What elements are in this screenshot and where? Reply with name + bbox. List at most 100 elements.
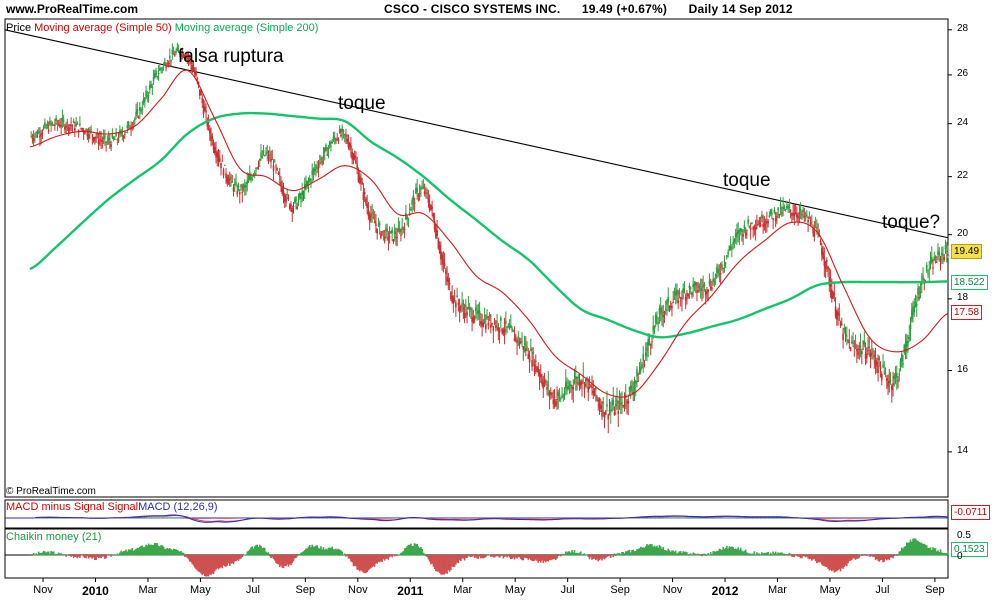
- chaikin-bar: [668, 550, 671, 556]
- chaikin-bar: [353, 555, 356, 566]
- macd-histogram-bar: [204, 518, 207, 519]
- candle-body: [278, 175, 281, 177]
- candle-body: [187, 56, 190, 59]
- chaikin-bar: [902, 548, 904, 556]
- candle-body: [250, 176, 252, 180]
- chaikin-bar: [257, 547, 260, 556]
- chaikin-bar: [152, 544, 155, 556]
- chaikin-bar: [357, 555, 360, 570]
- chaikin-bar: [422, 552, 425, 556]
- legend-ma200[interactable]: Moving average (Simple 200): [174, 22, 319, 34]
- chaikin-bar: [247, 550, 250, 556]
- chaikin-bar: [405, 547, 407, 556]
- macd-histogram-bar: [152, 517, 155, 519]
- y-tick-label: 22: [957, 169, 969, 181]
- candle-body: [275, 166, 277, 168]
- macd-histogram-bar: [175, 517, 178, 519]
- candle-body: [864, 353, 867, 359]
- candle-body: [756, 224, 758, 226]
- candle-body: [268, 154, 271, 156]
- candle-body: [177, 49, 180, 52]
- chaikin-bar: [791, 555, 793, 557]
- chaikin-bar: [40, 552, 42, 556]
- candle-body: [257, 166, 260, 168]
- x-tick-label: May: [504, 584, 526, 596]
- trendline: [4, 29, 949, 239]
- candle-body: [787, 207, 789, 209]
- chaikin-bar: [813, 555, 816, 560]
- chaikin-bar: [119, 552, 121, 556]
- chaikin-bar: [315, 545, 317, 556]
- macd-histogram-bar: [411, 517, 414, 519]
- chaikin-bar: [435, 555, 437, 572]
- chaikin-bar: [723, 548, 726, 556]
- chaikin-bar: [814, 555, 817, 562]
- chaikin-bar: [608, 555, 611, 557]
- chaikin-bar: [925, 545, 928, 556]
- chaikin-bar: [571, 549, 573, 556]
- chaikin-bar: [930, 549, 933, 556]
- chaikin-bar: [687, 554, 689, 556]
- candle-body: [807, 219, 809, 223]
- chaikin-tick-high: 0.5: [957, 530, 971, 541]
- macd-histogram-bar: [47, 517, 50, 519]
- chaikin-bar: [947, 551, 949, 556]
- candle-body: [101, 140, 104, 143]
- chaikin-legend[interactable]: Chaikin money (21): [6, 531, 102, 543]
- chaikin-bar: [708, 554, 711, 556]
- chaikin-bar: [561, 553, 563, 556]
- chaikin-bar: [933, 548, 936, 556]
- legend-ma50[interactable]: Moving average (Simple 50): [34, 22, 172, 34]
- candle-body: [258, 159, 261, 162]
- candle-body: [298, 193, 301, 198]
- chaikin-bar: [923, 543, 926, 556]
- chaikin-bar: [849, 555, 852, 561]
- macd-histogram-bar: [548, 518, 551, 519]
- chaikin-bar: [253, 546, 256, 556]
- chaikin-bar: [467, 555, 470, 557]
- macd-histogram-bar: [532, 518, 535, 519]
- macd-histogram-bar: [821, 518, 824, 519]
- chaikin-bar: [657, 547, 660, 556]
- chaikin-bar: [59, 553, 61, 556]
- chaikin-bar: [602, 555, 605, 559]
- chaikin-bar: [358, 555, 361, 572]
- chaikin-bar: [754, 554, 757, 556]
- candle-body: [151, 86, 154, 88]
- macd-legend[interactable]: MACD minus Signal SignalMACD (12,26,9): [6, 501, 218, 513]
- candle-body: [568, 387, 571, 389]
- chaikin-bar: [480, 555, 482, 559]
- candle-body: [37, 131, 40, 133]
- chaikin-bar: [883, 555, 886, 562]
- chaikin-bar: [505, 555, 507, 557]
- chaikin-bar: [170, 549, 172, 556]
- macd-histogram-bar: [855, 518, 858, 519]
- candle-body: [902, 363, 904, 365]
- macd-histogram-bar: [181, 517, 184, 519]
- chaikin-bar: [380, 555, 382, 562]
- candle-body: [573, 381, 576, 383]
- x-tick-label: Sep: [925, 584, 945, 596]
- chaikin-bar: [91, 555, 94, 559]
- chaikin-bar: [375, 555, 377, 564]
- chaikin-bar: [559, 555, 562, 557]
- chaikin-bar: [49, 553, 51, 556]
- candle-body: [64, 126, 66, 130]
- macd-histogram-bar: [679, 517, 682, 519]
- chaikin-bar: [266, 552, 269, 556]
- candle-body: [448, 283, 451, 285]
- chaikin-bar: [801, 555, 803, 559]
- macd-histogram-bar: [304, 517, 307, 519]
- macd-histogram-bar: [750, 517, 753, 519]
- chaikin-bar: [345, 555, 347, 557]
- macd-histogram-bar: [724, 517, 727, 519]
- chaikin-bar: [466, 555, 468, 558]
- legend-price[interactable]: Price: [6, 22, 32, 34]
- chaikin-bar: [333, 549, 336, 556]
- candle-body: [651, 341, 653, 343]
- chaikin-bar: [833, 555, 836, 573]
- site-logo[interactable]: www.ProRealTime.com: [6, 2, 139, 16]
- candle-body: [632, 391, 635, 394]
- chaikin-bar: [913, 538, 916, 556]
- chaikin-bar: [167, 548, 170, 556]
